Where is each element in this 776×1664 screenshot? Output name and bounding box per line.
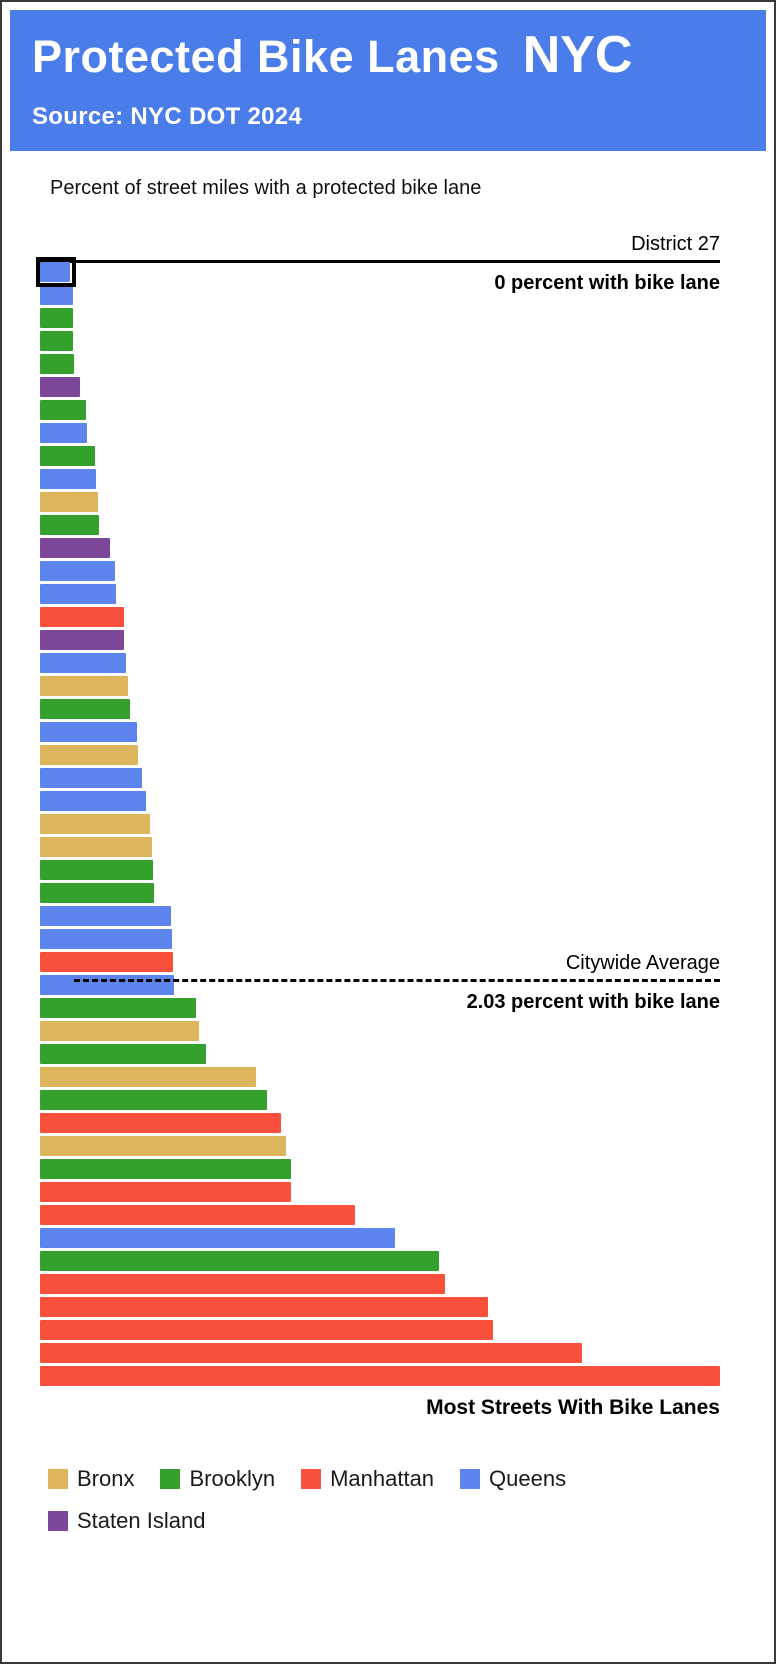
bar-bronx (40, 491, 98, 512)
title-text: Protected Bike Lanes (32, 31, 500, 82)
legend-swatch (301, 1468, 322, 1489)
bar-bronx (40, 813, 150, 834)
legend-item-brooklyn: Brooklyn (160, 1466, 275, 1492)
bar-manhattan (40, 1273, 445, 1294)
bar-queens (40, 652, 127, 673)
legend-swatch (160, 1468, 181, 1489)
bar-queens (40, 905, 172, 926)
bar-manhattan (40, 1319, 493, 1340)
annotation-average-line: Citywide Average 2.03 percent with bike … (74, 951, 720, 1014)
source-label: Source: NYC DOT 2024 (32, 102, 303, 130)
page-title: Protected Bike Lanes NYC (32, 28, 744, 83)
legend-swatch (460, 1468, 481, 1489)
bar-bronx (40, 836, 152, 857)
bar-brooklyn (40, 353, 74, 374)
bar-manhattan (40, 606, 124, 627)
bar-queens (40, 468, 97, 489)
bar-manhattan (40, 1296, 489, 1317)
legend-item-bronx: Bronx (48, 1466, 134, 1492)
bar-queens (40, 974, 174, 995)
bar-brooklyn (40, 1089, 268, 1110)
bar-queens (40, 721, 137, 742)
bar-brooklyn (40, 1043, 206, 1064)
bar-brooklyn (40, 1250, 439, 1271)
bar-manhattan (40, 1112, 282, 1133)
bar-chart: District 27 0 percent with bike lane Cit… (36, 200, 720, 1386)
district-highlight-box (36, 256, 76, 287)
bar-bronx (40, 1020, 200, 1041)
chart-section: Percent of street miles with a protected… (10, 151, 766, 1534)
bar-manhattan (40, 1342, 582, 1363)
bar-bronx (40, 744, 138, 765)
legend-label: Bronx (77, 1465, 135, 1491)
bar-queens (40, 583, 116, 604)
annotation-district-label: District 27 (631, 232, 720, 255)
legend-label: Staten Island (77, 1507, 206, 1533)
bar-brooklyn (40, 330, 74, 351)
legend-item-manhattan: Manhattan (301, 1466, 434, 1492)
chart-subtitle: Percent of street miles with a protected… (50, 176, 482, 199)
legend-swatch (48, 1510, 68, 1531)
bar-manhattan (40, 951, 173, 972)
bar-brooklyn (40, 445, 96, 466)
annotation-district-detail: 0 percent with bike lane (494, 271, 720, 294)
bar-brooklyn (40, 307, 74, 328)
bar-bronx (40, 1135, 286, 1156)
legend-label: Manhattan (330, 1465, 435, 1491)
legend-item-queens: Queens (460, 1466, 566, 1492)
bar-brooklyn (40, 514, 99, 535)
legend: Bronx Brooklyn Manhattan Queens Staten Islan… (48, 1466, 648, 1534)
bar-queens (40, 560, 116, 581)
legend-label: Brooklyn (189, 1465, 276, 1491)
bar-bronx (40, 675, 128, 696)
bar-queens (40, 422, 87, 443)
bar-queens (40, 1227, 395, 1248)
bar-queens (40, 261, 70, 282)
annotation-average-detail: 2.03 percent with bike lane (458, 990, 720, 1014)
bar-queens (40, 790, 146, 811)
bar-brooklyn (40, 399, 86, 420)
bar-brooklyn (40, 698, 130, 719)
bar-queens (40, 767, 142, 788)
bar-manhattan (40, 1204, 356, 1225)
bar-brooklyn (40, 997, 196, 1018)
header: Protected Bike Lanes NYC Source: NYC DOT… (10, 10, 766, 151)
bar-brooklyn (40, 859, 154, 880)
bar-manhattan (40, 1181, 292, 1202)
bar-manhattan (40, 1365, 720, 1386)
bars-container (40, 261, 720, 1386)
bar-bronx (40, 1066, 256, 1087)
legend-item-staten-island: Staten Island (48, 1508, 205, 1534)
bar-queens (40, 284, 73, 305)
bar-staten-island (40, 376, 81, 397)
bar-queens (40, 928, 172, 949)
legend-label: Queens (489, 1465, 567, 1491)
annotation-bottom-label: Most Streets With Bike Lanes (426, 1395, 720, 1419)
annotation-average-label: Citywide Average (557, 951, 720, 975)
bar-staten-island (40, 537, 111, 558)
title-nyc: NYC (522, 26, 633, 84)
legend-swatch (48, 1468, 68, 1489)
bar-staten-island (40, 629, 124, 650)
bar-brooklyn (40, 882, 155, 903)
annotation-top-line: District 27 0 percent with bike lane (40, 233, 720, 294)
bar-brooklyn (40, 1158, 291, 1179)
